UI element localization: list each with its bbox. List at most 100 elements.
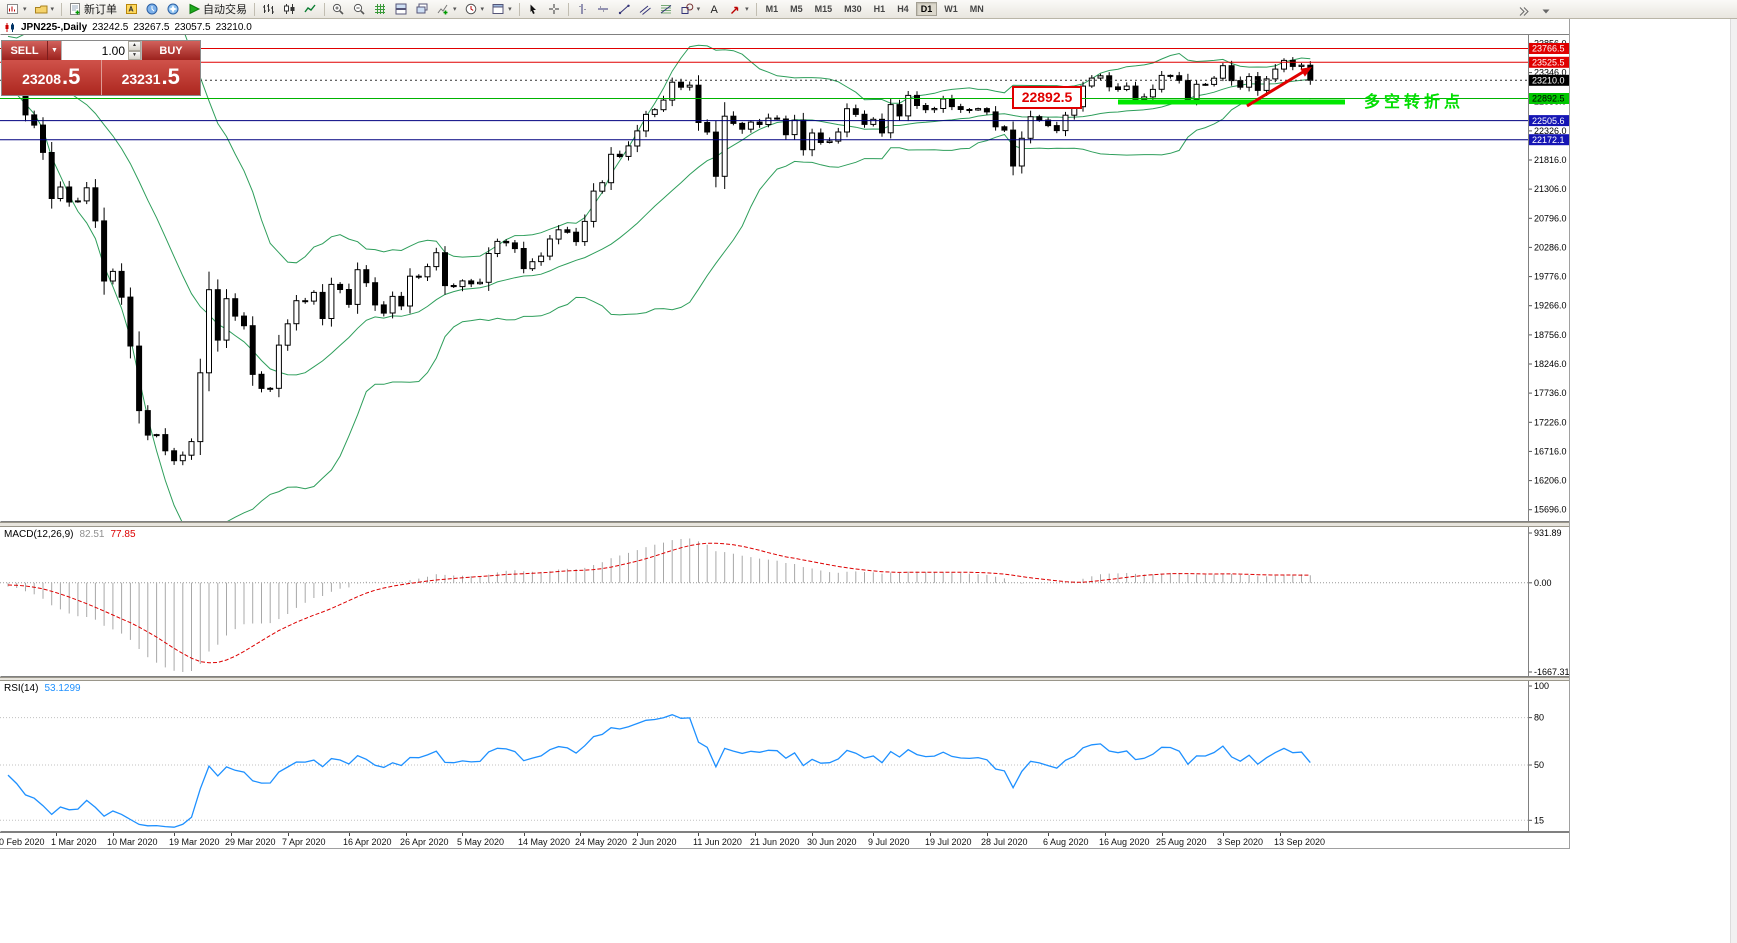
panel-separator[interactable]: [0, 677, 1570, 681]
time-axis-tick: [1162, 833, 1163, 836]
bar-chart-toolbutton[interactable]: [258, 0, 279, 19]
time-axis-tick: [288, 833, 289, 836]
profiles-icon: [34, 5, 48, 13]
tile-windows-toolbutton[interactable]: [391, 0, 412, 19]
time-axis-tick: [755, 833, 756, 836]
date-label: 10 Mar 2020: [107, 837, 158, 847]
arrow-tools-icon: [731, 6, 739, 14]
svg-text:15696.0: 15696.0: [1534, 505, 1567, 515]
date-label: 20 Feb 2020: [0, 837, 45, 847]
grid-toolbutton[interactable]: [370, 0, 391, 19]
market-watch-toolbutton[interactable]: [142, 0, 163, 19]
svg-text:21306.0: 21306.0: [1534, 184, 1567, 194]
svg-text:18246.0: 18246.0: [1534, 359, 1567, 369]
timeframe-w1-button[interactable]: W1: [944, 4, 958, 14]
profiles-toolbutton[interactable]: ▾: [31, 0, 59, 19]
time-axis-tick: [698, 833, 699, 836]
one-click-menu-caret-icon[interactable]: ▼: [48, 41, 62, 60]
autotrading-button[interactable]: 自动交易: [184, 0, 251, 19]
date-label: 2 Jun 2020: [632, 837, 677, 847]
vertical-line-toolbutton[interactable]: [572, 0, 593, 19]
timeframe-mn-button[interactable]: MN: [969, 4, 984, 14]
new-order-button[interactable]: 新订单: [65, 0, 121, 19]
volume-down-button[interactable]: ▼: [128, 50, 141, 60]
toolbar-overflow-icon: [1519, 7, 1529, 16]
fibonacci-toolbutton[interactable]: [656, 0, 677, 19]
volume-up-button[interactable]: ▲: [128, 41, 141, 51]
line-chart-icon: [304, 4, 316, 12]
date-label: 29 Mar 2020: [225, 837, 276, 847]
main-chart-canvas[interactable]: 23856.023346.022836.022326.021816.021306…: [0, 34, 1570, 522]
horizontal-line-toolbutton[interactable]: [593, 0, 614, 19]
time-axis[interactable]: 20 Feb 2020 1 Mar 2020 10 Mar 2020 19 Mar 2…: [0, 832, 1570, 849]
price-scale[interactable]: [1529, 34, 1570, 832]
svg-text:100: 100: [1534, 681, 1549, 691]
dropdown-caret-icon: ▾: [23, 6, 27, 13]
line-chart-toolbutton[interactable]: [300, 0, 321, 19]
new-chart-toolbutton[interactable]: ▾: [3, 0, 31, 19]
toolbar-overflow[interactable]: [1513, 2, 1534, 21]
timeframe-m5-button[interactable]: M5: [790, 4, 803, 14]
shapes-toolbutton[interactable]: ▾: [677, 0, 705, 19]
svg-text:0.00: 0.00: [1534, 578, 1552, 588]
horizontal-line-icon: [597, 5, 608, 12]
shapes-icon: [681, 3, 693, 14]
volume-input[interactable]: [62, 41, 141, 60]
date-label: 14 May 2020: [518, 837, 571, 847]
equidistant-channel-toolbutton[interactable]: [635, 0, 656, 19]
arrow-tools-toolbutton[interactable]: ▾: [725, 0, 753, 19]
svg-text:17226.0: 17226.0: [1534, 417, 1567, 427]
one-click-trading-widget: SELL ▼ ▲ ▼ BUY 23208.5 23231.5: [1, 40, 201, 96]
fibonacci-icon: [660, 4, 671, 13]
crosshair-icon: [548, 3, 559, 14]
metaeditor-toolbutton[interactable]: [121, 0, 142, 19]
candles: [5, 57, 1314, 466]
date-label: 7 Apr 2020: [282, 837, 326, 847]
bullish-arrow[interactable]: [1246, 67, 1312, 108]
time-axis-tick: [812, 833, 813, 836]
indicators-toolbutton[interactable]: ▾: [433, 0, 461, 19]
date-label: 24 May 2020: [575, 837, 628, 847]
dropdown-caret-icon: ▾: [508, 6, 512, 13]
panel-separator[interactable]: [0, 522, 1570, 527]
zoom-in-toolbutton[interactable]: [328, 0, 349, 19]
zoom-out-toolbutton[interactable]: [349, 0, 370, 19]
time-axis-tick: [873, 833, 874, 836]
timeframe-m30-button[interactable]: M30: [844, 4, 862, 14]
vertical-scrollbar[interactable]: [1730, 19, 1737, 943]
time-axis-tick: [406, 833, 407, 836]
trendline-icon: [618, 4, 630, 14]
periods-toolbutton[interactable]: ▾: [461, 0, 489, 19]
date-label: 11 Jun 2020: [693, 837, 742, 847]
timeframe-m15-button[interactable]: M15: [814, 4, 833, 14]
rsi-panel-canvas[interactable]: 100 80 50 15: [0, 681, 1570, 832]
new-chart-icon: [7, 3, 18, 14]
date-label: 6 Aug 2020: [1043, 837, 1089, 847]
crosshair-toolbutton[interactable]: [544, 0, 565, 19]
candlestick-chart-toolbutton[interactable]: [279, 0, 300, 19]
buy-price[interactable]: 23231.5: [100, 60, 200, 95]
navigator-toolbutton[interactable]: [163, 0, 184, 19]
timeframe-d1-button[interactable]: D1: [915, 2, 938, 16]
sell-button[interactable]: SELL: [2, 41, 48, 60]
templates-icon: [492, 3, 504, 14]
grid-icon: [375, 3, 386, 14]
text-label-toolbutton[interactable]: A: [704, 0, 725, 19]
macd-panel-canvas[interactable]: 931.89 0.00 -1667.31: [0, 527, 1570, 677]
equidistant-channel-icon: [639, 5, 651, 15]
buy-button[interactable]: BUY: [141, 41, 200, 60]
templates-toolbutton[interactable]: ▾: [488, 0, 516, 19]
sell-price[interactable]: 23208.5: [2, 60, 101, 95]
indicators-icon: [437, 4, 448, 14]
cursor-toolbutton[interactable]: [523, 0, 544, 19]
toolbar-options[interactable]: [1536, 2, 1557, 21]
timeframe-h4-button[interactable]: H4: [897, 4, 909, 14]
trendline-toolbutton[interactable]: [614, 0, 635, 19]
timeframe-h1-button[interactable]: H1: [873, 4, 886, 14]
toolbar: ▾ ▾ 新订单 自动交易 ▾ ▾ ▾ ▾ A ▾ M1 M5 M15 M30 H1 H4 D1 W1 MN: [0, 0, 1737, 19]
time-axis-tick: [930, 833, 931, 836]
timeframe-m1-button[interactable]: M1: [765, 4, 779, 14]
cascade-windows-toolbutton[interactable]: [412, 0, 433, 19]
price-annotation-box[interactable]: 22892.5: [1012, 86, 1082, 109]
turning-point-label[interactable]: 多空转折点: [1364, 94, 1465, 111]
